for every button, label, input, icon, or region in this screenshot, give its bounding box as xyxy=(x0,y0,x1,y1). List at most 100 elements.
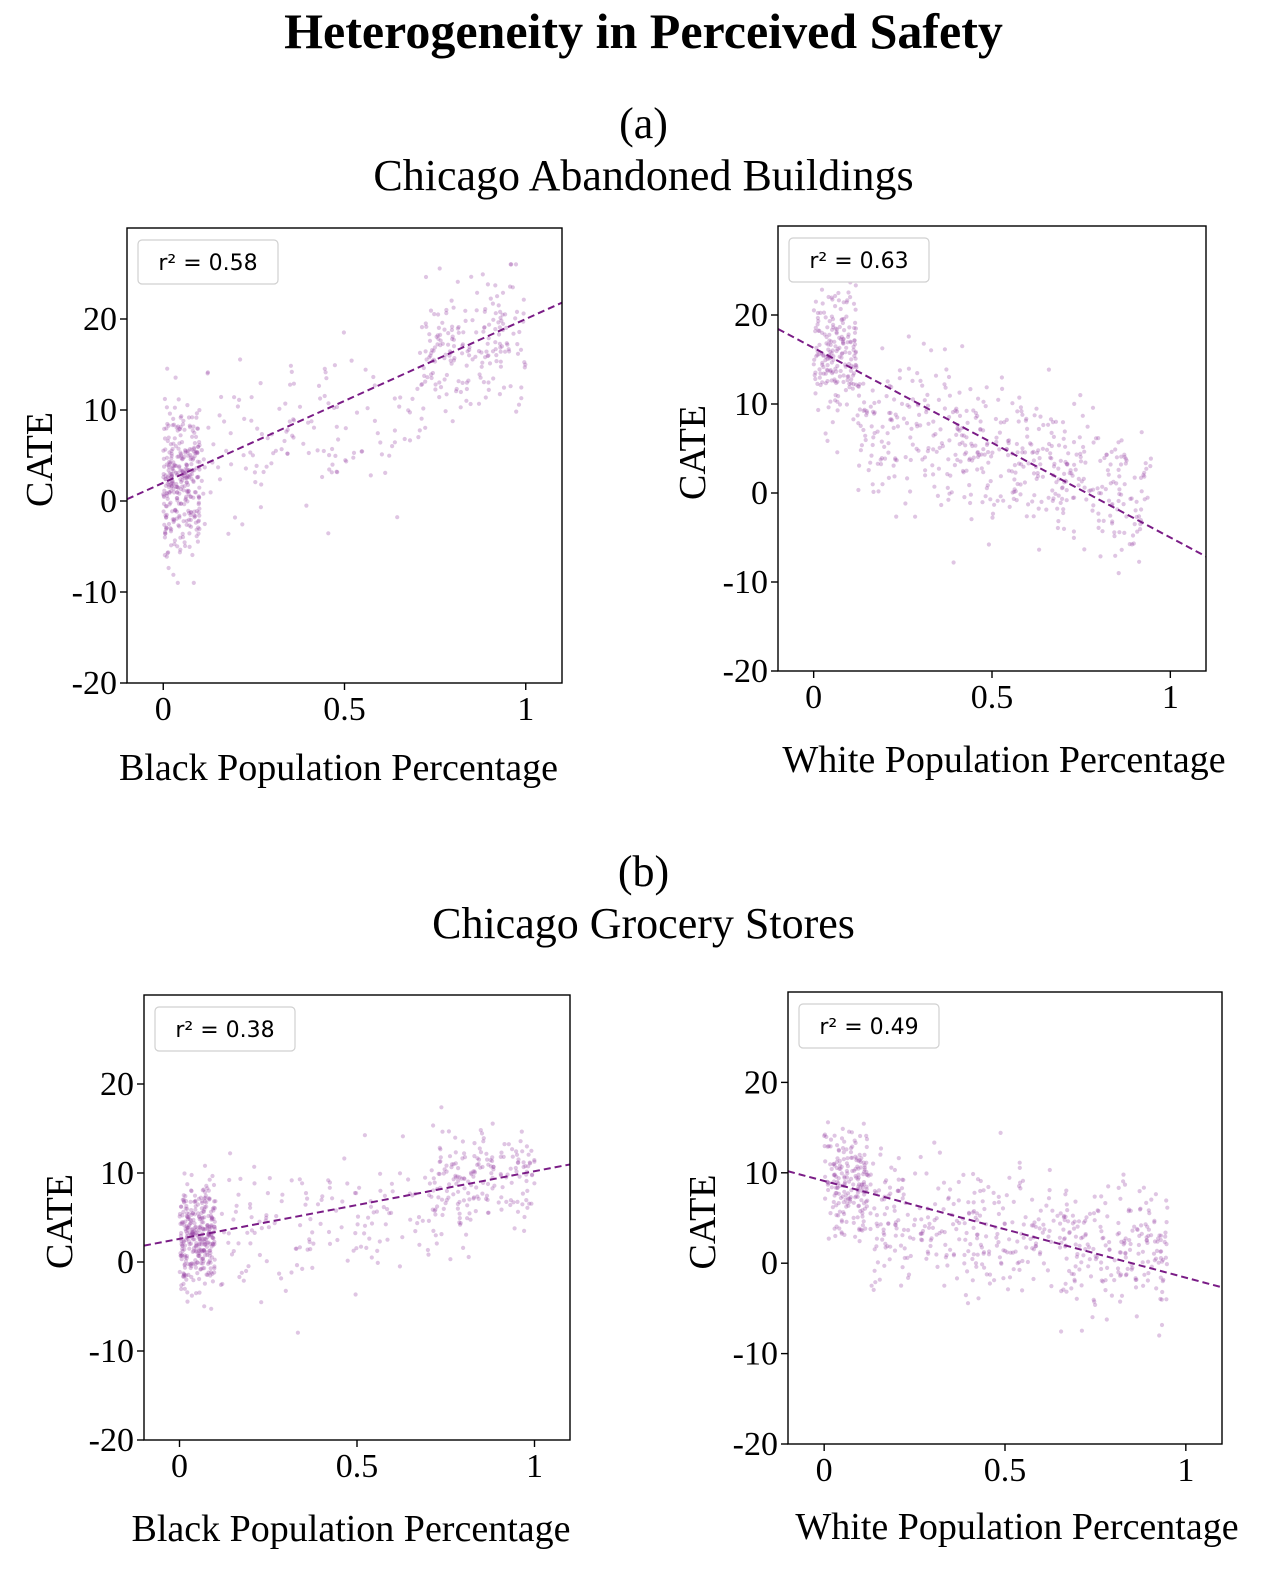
data-point xyxy=(868,404,873,409)
data-point xyxy=(957,413,963,418)
data-point xyxy=(202,465,207,470)
data-point xyxy=(1073,1199,1078,1204)
data-point xyxy=(973,1261,979,1266)
data-point xyxy=(860,1228,865,1233)
data-point xyxy=(1078,459,1084,464)
data-point xyxy=(407,410,412,415)
data-point xyxy=(431,1188,436,1193)
data-point xyxy=(219,1211,224,1216)
data-point xyxy=(202,1266,207,1271)
data-point xyxy=(383,470,388,475)
data-point xyxy=(474,1185,479,1190)
data-point xyxy=(199,1242,204,1247)
data-point xyxy=(1146,1227,1151,1232)
data-point xyxy=(248,1205,253,1210)
data-point xyxy=(419,325,425,330)
data-point xyxy=(1131,541,1136,546)
data-point xyxy=(417,350,423,355)
data-point xyxy=(437,266,442,271)
data-point xyxy=(172,462,177,467)
data-point xyxy=(1004,1193,1009,1198)
data-point xyxy=(184,1203,189,1209)
data-point xyxy=(206,1260,211,1265)
data-point xyxy=(524,1198,529,1203)
data-point xyxy=(942,382,947,387)
data-point xyxy=(422,373,427,378)
data-point xyxy=(244,1268,249,1274)
data-point xyxy=(1007,504,1012,509)
data-point xyxy=(182,454,187,459)
data-point xyxy=(504,341,509,346)
data-point xyxy=(837,335,842,340)
data-point xyxy=(826,405,831,410)
data-point xyxy=(301,441,306,446)
data-point xyxy=(901,416,907,421)
data-point xyxy=(196,1196,202,1201)
data-point xyxy=(1038,1208,1043,1213)
data-point xyxy=(995,1231,1000,1237)
data-point xyxy=(975,1218,980,1223)
data-point xyxy=(954,1218,960,1223)
data-point xyxy=(827,319,832,324)
data-point xyxy=(515,1199,520,1204)
data-point xyxy=(433,387,438,392)
fit-line xyxy=(788,1170,1222,1289)
data-point xyxy=(884,1178,889,1183)
data-point xyxy=(1116,1270,1121,1275)
data-point xyxy=(1051,496,1056,501)
data-point xyxy=(839,1218,844,1223)
data-point xyxy=(880,346,885,351)
data-point xyxy=(227,1177,232,1183)
data-point xyxy=(190,434,195,439)
data-point xyxy=(175,424,181,429)
data-point xyxy=(870,388,875,393)
data-point xyxy=(982,1265,987,1270)
data-point xyxy=(189,1212,194,1217)
data-point xyxy=(975,1232,980,1237)
data-point xyxy=(815,310,821,316)
data-point xyxy=(1100,529,1105,534)
data-point xyxy=(840,320,846,326)
data-point xyxy=(186,453,191,458)
data-point xyxy=(196,510,201,515)
data-point xyxy=(988,479,993,484)
data-point xyxy=(423,425,428,430)
legend-label: r² = 0.58 xyxy=(158,251,257,276)
data-point xyxy=(1078,454,1083,460)
data-point xyxy=(166,468,171,473)
data-point xyxy=(182,502,187,507)
data-point xyxy=(842,1181,847,1186)
data-point xyxy=(188,517,193,523)
data-point xyxy=(321,448,326,454)
data-point xyxy=(841,1210,846,1215)
data-point xyxy=(1069,471,1074,476)
data-point xyxy=(1132,475,1137,480)
data-point xyxy=(1011,1267,1016,1272)
data-point xyxy=(1117,474,1122,479)
data-point xyxy=(856,1184,861,1189)
data-point xyxy=(844,300,849,305)
data-point xyxy=(864,413,869,418)
data-point xyxy=(1051,1218,1056,1223)
panel-b-subtitle: Chicago Grocery Stores xyxy=(432,899,855,948)
data-point xyxy=(835,399,840,404)
data-point xyxy=(161,456,166,461)
data-point xyxy=(1127,1247,1133,1252)
data-point xyxy=(285,451,290,456)
data-point xyxy=(829,360,835,365)
data-point xyxy=(856,1175,861,1180)
data-point xyxy=(466,1254,471,1260)
data-point xyxy=(962,1252,967,1258)
data-point xyxy=(1123,456,1128,461)
data-point xyxy=(1118,1250,1123,1255)
data-point xyxy=(824,1134,829,1139)
data-point xyxy=(853,283,858,288)
data-point xyxy=(420,1218,425,1223)
data-point xyxy=(439,1105,444,1110)
data-point xyxy=(933,1202,938,1207)
data-point xyxy=(186,1215,191,1220)
data-point xyxy=(899,401,905,406)
data-point xyxy=(185,1217,190,1222)
data-point xyxy=(881,1230,886,1235)
